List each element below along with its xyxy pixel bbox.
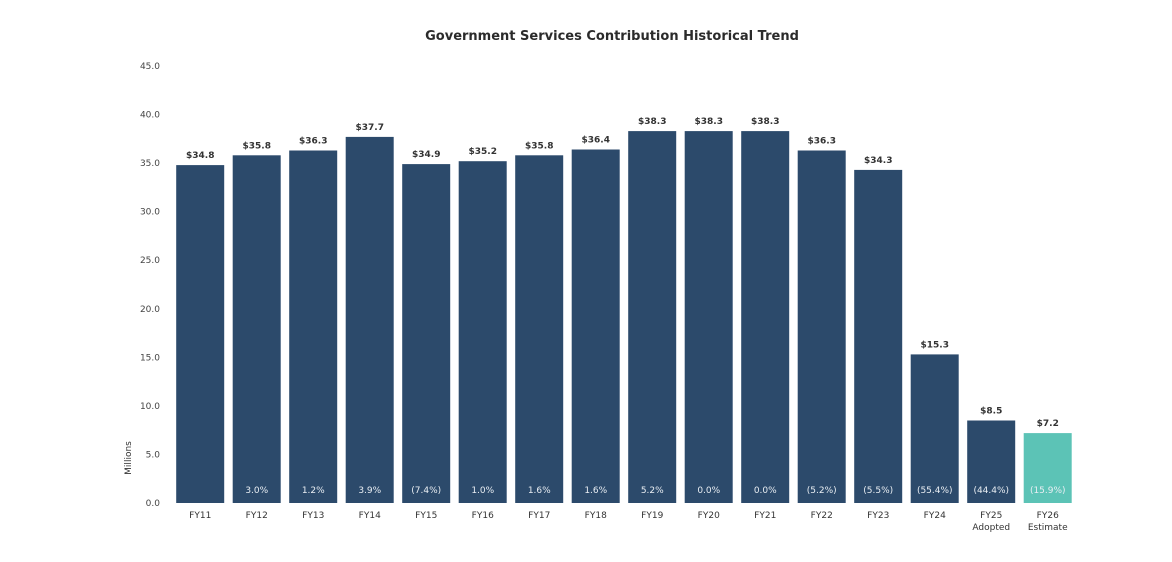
x-tick-label: FY15 [415, 511, 437, 521]
bar-pct-label: 0.0% [754, 486, 777, 496]
y-tick-label: 0.0 [146, 499, 161, 509]
bar [402, 164, 451, 503]
x-tick-label: FY12 [246, 511, 268, 521]
bar [967, 420, 1016, 503]
y-tick-label: 45.0 [140, 62, 160, 72]
bar-value-label: $34.8 [186, 151, 214, 161]
bar-pct-label: (5.5%) [863, 486, 893, 496]
x-tick-label: FY25 [980, 511, 1002, 521]
bar [571, 149, 620, 503]
bar [176, 165, 225, 503]
y-tick-label: 35.0 [140, 159, 160, 169]
x-axis-ticks: FY11 FY12 FY13 FY14 FY15 FY16 FY17 FY18 FY19 FY20… [189, 511, 1068, 533]
x-tick-label: FY16 [472, 511, 494, 521]
bar-value-label: $36.4 [582, 136, 610, 146]
bar-value-label: $35.8 [525, 141, 553, 151]
bar-pct-label: (15.9%) [1030, 486, 1066, 496]
bar-pct-label: (5.2%) [807, 486, 837, 496]
bars: $34.8 $35.8 3.0% $36.3 1.2% $37.7 3.9% $34.9 (7.… [176, 117, 1072, 504]
y-tick-label: 25.0 [140, 256, 160, 266]
y-tick-label: 30.0 [140, 208, 160, 218]
chart-title: Government Services Contribution Histori… [425, 29, 799, 44]
bar-value-label: $38.3 [638, 117, 666, 127]
bar-pct-label: 1.6% [584, 486, 607, 496]
x-tick-label: FY26 [1037, 511, 1059, 521]
bar-value-label: $34.3 [864, 156, 892, 166]
bar-pct-label: 0.0% [697, 486, 720, 496]
bar-pct-label: 3.0% [245, 486, 268, 496]
bar-value-label: $8.5 [980, 407, 1002, 417]
y-axis-label: Millions [124, 441, 134, 475]
bar [1023, 433, 1072, 503]
y-tick-label: 20.0 [140, 305, 160, 315]
y-tick-label: 5.0 [146, 450, 161, 460]
x-tick-label: FY13 [302, 511, 324, 521]
bar-pct-label: 5.2% [641, 486, 664, 496]
bar-value-label: $37.7 [356, 123, 384, 133]
x-tick-label: FY24 [924, 511, 946, 521]
x-tick-label: FY17 [528, 511, 550, 521]
y-tick-label: 40.0 [140, 111, 160, 121]
x-tick-label: FY22 [811, 511, 833, 521]
bar [684, 131, 733, 503]
bar-value-label: $36.3 [299, 137, 327, 147]
y-axis-ticks: 0.0 5.0 10.0 15.0 20.0 25.0 30.0 35.0 40.0 45.0 [140, 62, 160, 509]
bar [628, 131, 677, 503]
x-tick-label: FY18 [585, 511, 607, 521]
bar [741, 131, 790, 503]
x-tick-label: Estimate [1028, 523, 1068, 533]
bar-pct-label: 3.9% [358, 486, 381, 496]
bar-pct-label: 1.2% [302, 486, 325, 496]
bar [458, 161, 507, 503]
bar-value-label: $34.9 [412, 150, 440, 160]
x-tick-label: FY11 [189, 511, 211, 521]
y-tick-label: 15.0 [140, 353, 160, 363]
bar [797, 150, 846, 503]
x-tick-label: FY20 [698, 511, 720, 521]
bar [232, 155, 281, 504]
x-tick-label: Adopted [972, 523, 1010, 533]
bar-pct-label: (55.4%) [917, 486, 953, 496]
bar-pct-label: 1.0% [471, 486, 494, 496]
x-tick-label: FY23 [867, 511, 889, 521]
bar-pct-label: (44.4%) [973, 486, 1009, 496]
bar-value-label: $35.2 [469, 147, 497, 157]
x-tick-label: FY19 [641, 511, 663, 521]
bar [345, 136, 394, 503]
bar [289, 150, 338, 503]
bar-value-label: $15.3 [921, 340, 949, 350]
x-tick-label: FY21 [754, 511, 776, 521]
bar-value-label: $38.3 [695, 117, 723, 127]
x-tick-label: FY14 [359, 511, 381, 521]
bar-pct-label: (7.4%) [411, 486, 441, 496]
bar [910, 354, 959, 503]
bar [854, 169, 903, 503]
y-tick-label: 10.0 [140, 402, 160, 412]
bar [515, 155, 564, 504]
bar-pct-label: 1.6% [528, 486, 551, 496]
bar-value-label: $38.3 [751, 117, 779, 127]
bar-value-label: $36.3 [808, 137, 836, 147]
bar-value-label: $35.8 [243, 141, 271, 151]
bar-value-label: $7.2 [1037, 419, 1059, 429]
